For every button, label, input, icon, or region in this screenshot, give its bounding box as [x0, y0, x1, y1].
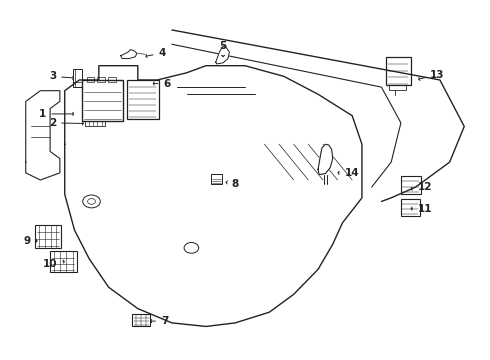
Circle shape [184, 243, 199, 253]
Text: 6: 6 [153, 78, 171, 89]
Text: 7: 7 [151, 316, 168, 326]
Bar [50, 251, 77, 272]
Text: 1: 1 [39, 109, 74, 119]
Text: 10: 10 [43, 259, 64, 269]
Bar [211, 174, 221, 184]
Polygon shape [26, 91, 60, 180]
Polygon shape [318, 144, 333, 175]
Bar [98, 77, 105, 82]
Bar [132, 314, 150, 327]
Bar [401, 176, 421, 194]
Text: 12: 12 [411, 182, 433, 192]
Text: 14: 14 [338, 168, 360, 178]
Polygon shape [65, 66, 362, 327]
Bar [108, 77, 116, 82]
Text: 9: 9 [23, 236, 37, 246]
Bar [389, 85, 406, 90]
Bar [401, 199, 420, 216]
Polygon shape [216, 46, 229, 64]
Text: 8: 8 [226, 179, 239, 189]
Text: 3: 3 [49, 71, 74, 81]
Bar [74, 69, 82, 87]
Bar [35, 225, 61, 248]
Text: 11: 11 [411, 203, 433, 213]
Bar [386, 57, 411, 85]
Bar [82, 80, 123, 121]
Polygon shape [121, 50, 137, 59]
Text: 5: 5 [220, 41, 227, 57]
Text: 13: 13 [419, 69, 445, 81]
Text: 2: 2 [49, 118, 83, 128]
Bar [85, 121, 105, 126]
Circle shape [83, 195, 100, 208]
Bar [87, 77, 95, 82]
Bar [127, 80, 159, 119]
Text: 4: 4 [146, 48, 166, 58]
